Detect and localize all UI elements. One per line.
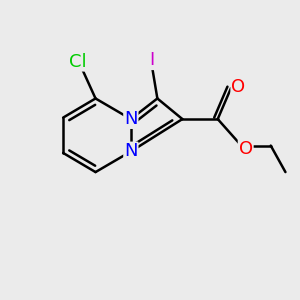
Text: Cl: Cl (69, 53, 87, 71)
Text: O: O (238, 140, 253, 158)
Text: N: N (124, 110, 138, 128)
Text: N: N (124, 142, 138, 160)
Text: O: O (231, 78, 245, 96)
Text: I: I (149, 51, 154, 69)
